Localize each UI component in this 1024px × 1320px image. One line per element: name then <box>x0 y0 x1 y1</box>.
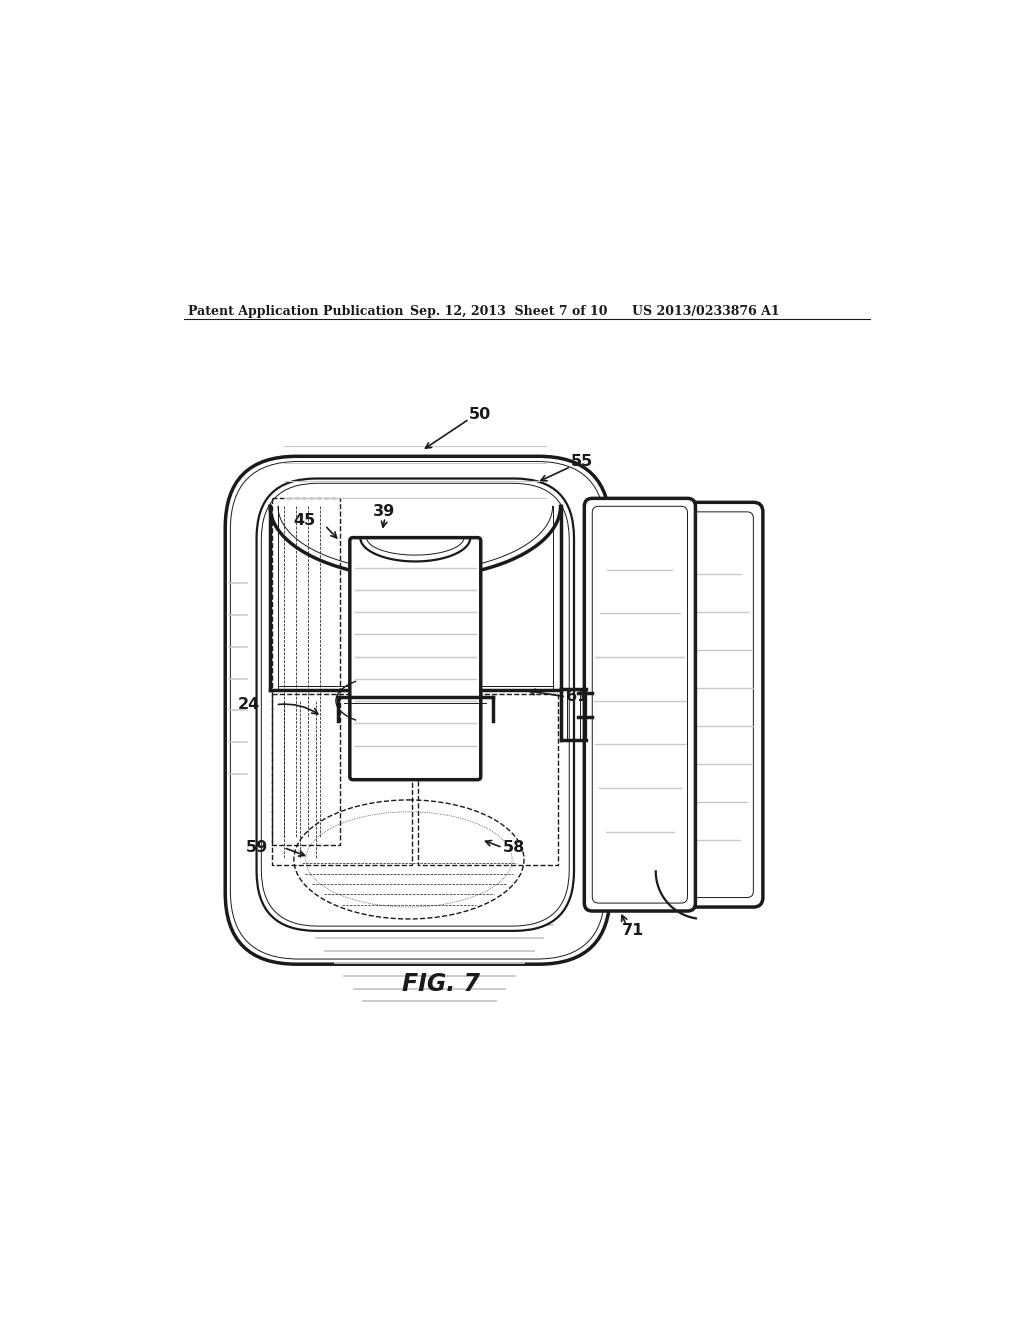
FancyBboxPatch shape <box>585 499 695 911</box>
Text: Sep. 12, 2013  Sheet 7 of 10: Sep. 12, 2013 Sheet 7 of 10 <box>410 305 607 318</box>
Text: 71: 71 <box>622 923 644 937</box>
Bar <box>272 499 340 845</box>
Bar <box>419 694 558 865</box>
FancyBboxPatch shape <box>350 537 480 780</box>
Bar <box>272 694 412 865</box>
Text: US 2013/0233876 A1: US 2013/0233876 A1 <box>632 305 779 318</box>
Text: 61: 61 <box>566 689 589 705</box>
Text: 59: 59 <box>246 840 267 855</box>
FancyBboxPatch shape <box>257 479 574 931</box>
Text: 45: 45 <box>293 513 315 528</box>
Text: 58: 58 <box>503 840 525 855</box>
Text: FIG. 7: FIG. 7 <box>402 972 480 997</box>
Text: 39: 39 <box>373 503 394 519</box>
Text: 24: 24 <box>238 697 260 713</box>
FancyBboxPatch shape <box>659 503 763 907</box>
FancyBboxPatch shape <box>225 457 610 964</box>
Text: 50: 50 <box>469 407 492 421</box>
Text: Patent Application Publication: Patent Application Publication <box>187 305 403 318</box>
Text: 55: 55 <box>570 454 593 470</box>
